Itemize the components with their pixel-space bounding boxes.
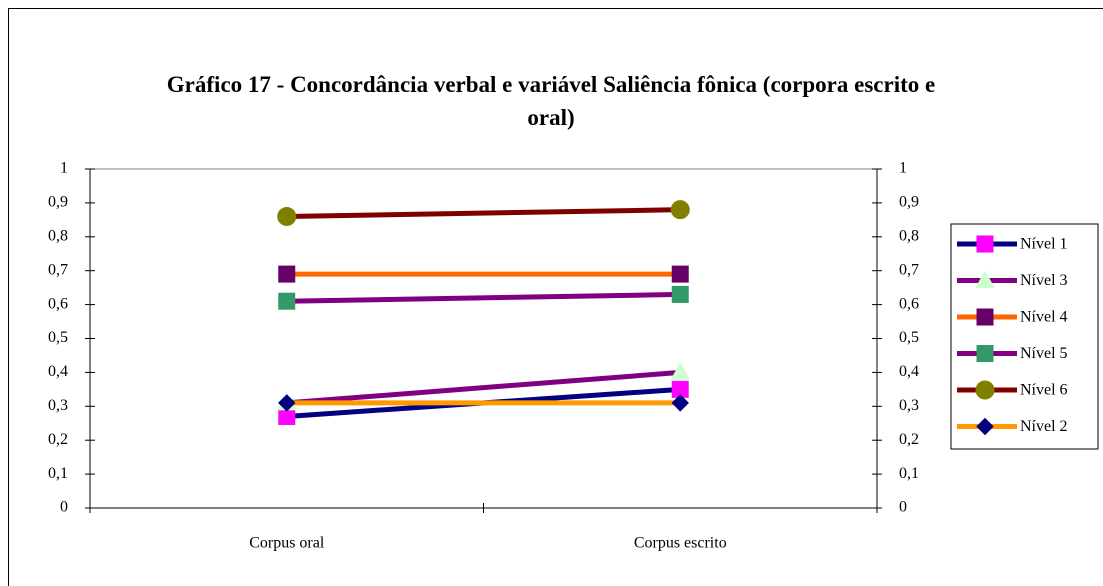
marker — [671, 265, 689, 283]
y2-tick-label: 0,2 — [899, 431, 919, 448]
y2-tick-label: 0,5 — [899, 329, 919, 346]
legend-box — [950, 223, 1099, 450]
y-tick-label: 0,8 — [48, 227, 68, 244]
marker — [278, 292, 296, 310]
marker — [671, 394, 689, 412]
series-line — [286, 291, 681, 304]
series-line — [286, 207, 681, 219]
y2-tick-label: 0,6 — [899, 295, 919, 312]
marker — [278, 265, 296, 283]
marker — [278, 394, 296, 412]
legend-label: Nível 6 — [1020, 382, 1068, 399]
legend-label: Nível 3 — [1020, 272, 1068, 289]
y-tick-label: 0,2 — [48, 431, 68, 448]
y2-tick-label: 0,1 — [899, 465, 919, 482]
y-tick-label: 0,9 — [48, 194, 68, 211]
y2-tick-label: 0,8 — [899, 227, 919, 244]
y-tick-label: 0,6 — [48, 295, 68, 312]
x-tick-label: Corpus oral — [249, 535, 325, 552]
y2-tick-label: 0,7 — [899, 261, 919, 278]
marker — [670, 362, 691, 380]
marker — [976, 308, 994, 326]
legend-label: Nível 1 — [1020, 236, 1068, 253]
y-tick-label: 0,3 — [48, 397, 68, 414]
y2-tick-label: 1 — [899, 160, 907, 177]
marker — [975, 380, 995, 400]
marker — [670, 200, 690, 220]
y-tick-label: 0 — [60, 499, 68, 516]
y2-tick-label: 0,9 — [899, 194, 919, 211]
marker — [975, 270, 995, 288]
chart-title: Gráfico 17 - Concordância verbal e variá… — [166, 72, 936, 130]
y-tick-label: 0,1 — [48, 465, 68, 482]
y-tick-label: 0,4 — [48, 363, 68, 380]
y-tick-label: 1 — [60, 160, 68, 177]
y2-tick-label: 0,4 — [899, 363, 919, 380]
y2-tick-label: 0 — [899, 499, 907, 516]
y-tick-label: 0,5 — [48, 329, 68, 346]
series-line — [286, 369, 681, 406]
marker — [277, 206, 297, 226]
marker — [671, 285, 689, 303]
marker — [976, 345, 994, 362]
y-tick-label: 0,7 — [48, 261, 68, 278]
legend-label: Nível 5 — [1020, 345, 1068, 362]
marker — [976, 235, 994, 253]
y2-tick-label: 0,3 — [899, 397, 919, 414]
marker — [976, 417, 994, 436]
x-tick-label: Corpus escrito — [634, 535, 727, 552]
legend-label: Nível 4 — [1020, 309, 1068, 326]
legend-label: Nível 2 — [1020, 418, 1068, 435]
